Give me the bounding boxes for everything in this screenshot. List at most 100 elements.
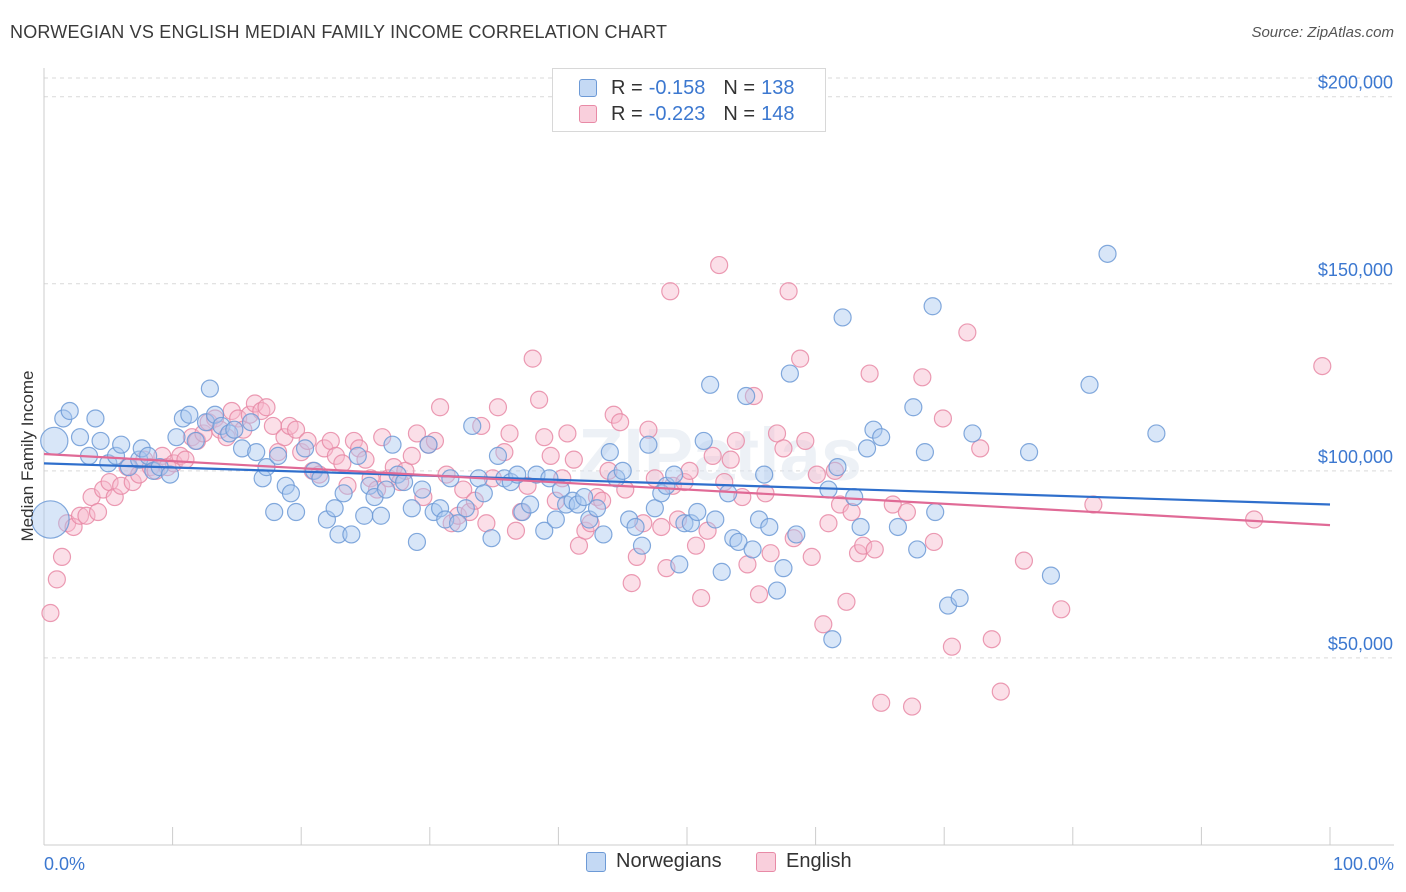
- norwegian-point: [513, 502, 532, 522]
- english-point: [971, 439, 990, 458]
- english-point: [1014, 551, 1034, 570]
- norwegian-point: [729, 532, 748, 552]
- norwegian-point: [167, 428, 186, 447]
- english-point: [627, 547, 646, 567]
- norwegian-point: [767, 581, 787, 600]
- english-point: [1084, 495, 1103, 514]
- norwegian-point: [463, 416, 482, 436]
- norwegian-point: [355, 506, 374, 525]
- norwegian-point: [265, 502, 284, 522]
- english-point: [791, 349, 810, 368]
- norwegian-point: [904, 398, 923, 417]
- english-point: [1313, 356, 1332, 376]
- norwegian-point: [371, 506, 391, 525]
- english-point: [41, 603, 60, 623]
- english-point: [661, 282, 680, 301]
- norwegian-point: [701, 375, 720, 394]
- norwegian-points: [31, 244, 1166, 649]
- english-point: [88, 502, 108, 522]
- legend-item-english[interactable]: English: [756, 850, 852, 873]
- english-point: [933, 409, 953, 428]
- norwegian-point: [247, 443, 266, 462]
- english-point: [535, 428, 554, 447]
- n-value: 138: [761, 76, 795, 99]
- english-point: [872, 693, 891, 712]
- english-point: [652, 517, 671, 537]
- english-point: [523, 349, 542, 368]
- english-point: [982, 630, 1001, 649]
- norwegian-point: [681, 514, 700, 533]
- english-point: [52, 547, 72, 567]
- english-point: [913, 368, 932, 387]
- norwegian-point: [348, 446, 367, 465]
- r-label: R =: [611, 76, 643, 99]
- norwegian-point: [99, 454, 118, 473]
- n-label: N =: [723, 102, 756, 125]
- english-point: [599, 461, 618, 480]
- english-point: [639, 420, 658, 439]
- english-point: [298, 431, 317, 451]
- legend-item-norwegians[interactable]: Norwegians: [586, 850, 722, 873]
- english-point: [796, 431, 815, 451]
- english-label: English: [786, 850, 852, 872]
- norwegian-point: [1147, 424, 1166, 443]
- norwegian-point: [295, 439, 315, 458]
- norwegian-point: [908, 540, 927, 559]
- chart-source: Source: ZipAtlas.com: [1251, 24, 1394, 41]
- chart-title: NORWEGIAN VS ENGLISH MEDIAN FAMILY INCOM…: [10, 22, 668, 42]
- y-tick-label: $100,000: [1318, 447, 1393, 467]
- english-point: [721, 450, 740, 469]
- english-point: [802, 547, 821, 567]
- norwegian-point: [587, 499, 607, 518]
- norwegians-swatch: [586, 851, 606, 872]
- english-point: [604, 405, 623, 424]
- norwegian-point: [225, 420, 244, 439]
- norwegian-point: [448, 514, 468, 533]
- english-point: [865, 540, 884, 559]
- norwegian-point: [40, 426, 69, 456]
- norwegian-point: [456, 499, 475, 518]
- y-tick-label: $50,000: [1328, 634, 1393, 654]
- english-point: [564, 450, 583, 469]
- norwegian-point: [205, 405, 225, 424]
- english-point: [767, 424, 787, 443]
- english-point: [47, 570, 66, 589]
- norwegian-point: [613, 461, 632, 480]
- english-point: [530, 390, 549, 409]
- norwegian-point: [106, 446, 126, 465]
- english-point: [500, 424, 519, 443]
- norwegian-point: [91, 431, 110, 451]
- norwegian-point: [535, 521, 554, 540]
- norwegian-point: [712, 562, 731, 581]
- norwegian-point: [1080, 375, 1099, 394]
- norwegian-point: [334, 484, 353, 503]
- norwegian-point: [626, 517, 645, 537]
- norwegian-point: [488, 446, 508, 465]
- trend-lines: [43, 452, 1331, 527]
- norwegian-point: [482, 529, 501, 548]
- english-point: [726, 431, 745, 451]
- norwegian-point: [419, 435, 438, 454]
- english-point: [326, 446, 346, 465]
- norwegian-point: [688, 502, 707, 522]
- norwegian-point: [620, 510, 639, 529]
- norwegian-point: [787, 525, 806, 544]
- english-point: [414, 487, 433, 507]
- y-tick-labels: $50,000 $100,000 $150,000 $200,000: [1318, 73, 1393, 654]
- english-point: [1052, 600, 1071, 619]
- english-point: [814, 615, 833, 634]
- norwegian-point: [268, 446, 288, 465]
- norwegian-point: [675, 514, 694, 533]
- norwegians-label: Norwegians: [616, 850, 722, 872]
- norwegian-point: [342, 525, 361, 544]
- norwegian-point: [864, 420, 883, 439]
- norwegian-point: [376, 480, 396, 499]
- norwegian-point: [950, 588, 969, 608]
- norwegian-point: [872, 428, 891, 447]
- x-tick-label-left: 0.0%: [44, 854, 85, 874]
- norwegian-point: [719, 484, 738, 503]
- norwegian-point: [645, 499, 664, 518]
- norwegian-point: [774, 559, 793, 578]
- norwegian-point: [325, 499, 344, 518]
- english-point: [558, 424, 577, 443]
